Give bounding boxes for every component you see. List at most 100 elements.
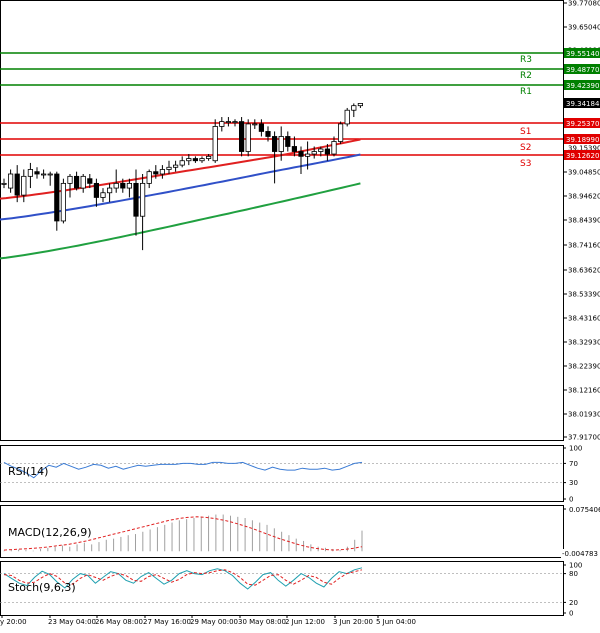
price-tick-label: 37.91700 <box>568 434 600 442</box>
stoch-tick-label: 100 <box>569 562 582 570</box>
candle-body <box>27 169 34 177</box>
stoch-signal-line <box>3 569 363 586</box>
candle-body <box>219 121 225 127</box>
rsi-line <box>3 461 363 479</box>
moving-average-3 <box>0 182 361 260</box>
rsi-tick-label: 100 <box>569 445 582 453</box>
candle-body <box>337 123 344 142</box>
candle-body <box>225 121 231 123</box>
candle-body <box>298 151 304 157</box>
candle-body <box>87 178 93 184</box>
x-tick-label: 3 Jun 20:00 <box>333 618 373 626</box>
rsi-title: RSI(14) <box>8 465 48 478</box>
stoch-title: Stoch(9,6,3) <box>8 581 76 594</box>
level-label-bg <box>564 80 600 90</box>
candle-body <box>93 182 99 198</box>
candle-body <box>172 164 179 168</box>
rsi-tick-label: 30 <box>569 479 578 487</box>
candle-body <box>166 166 172 170</box>
rsi-tick-label: 0 <box>569 496 573 504</box>
candle-body <box>285 136 291 147</box>
x-tick-label: 2 Jun 12:00 <box>285 618 325 626</box>
candle-body <box>80 175 86 189</box>
candle-body <box>357 103 364 107</box>
candle-body <box>205 155 212 159</box>
candle-body <box>311 151 317 155</box>
x-tick-label: y 20:00 <box>0 618 27 626</box>
indicator-frame-1 <box>0 445 564 502</box>
macd-tick-label: -0.004783 <box>562 550 598 558</box>
candle-body <box>146 171 152 184</box>
candle-body <box>252 123 258 126</box>
current-price-bg <box>564 98 600 108</box>
candle-body <box>47 173 53 176</box>
candle-body <box>139 182 146 217</box>
candle-body <box>271 136 278 152</box>
candle-body <box>153 171 159 175</box>
candle-body <box>107 187 113 194</box>
price-tick-label: 38.53390 <box>568 291 600 299</box>
price-tick-label: 38.74160 <box>568 242 600 250</box>
macd-title: MACD(12,26,9) <box>8 526 92 539</box>
candle-body <box>133 182 139 217</box>
candle-body <box>199 158 205 162</box>
indicator-frame-3 <box>0 561 564 616</box>
candle-body <box>14 173 20 196</box>
price-tick-label: 38.12160 <box>568 387 600 395</box>
candle-body <box>67 175 73 184</box>
macd-tick-bg <box>561 549 597 558</box>
price-tick-label: 38.84390 <box>568 217 600 225</box>
candle-body <box>34 171 40 175</box>
candle-body <box>232 121 238 123</box>
price-tick-label: 39.65040 <box>568 24 600 32</box>
price-tick-label: 39.15390 <box>568 145 600 153</box>
candle-body <box>324 148 331 155</box>
candle-body <box>113 182 119 189</box>
level-name-s3: S3 <box>520 159 531 169</box>
moving-average-2 <box>0 153 361 221</box>
candle-body <box>120 182 126 189</box>
candle-body <box>179 160 185 166</box>
candle-body <box>7 173 14 189</box>
price-tick-label: 38.22390 <box>568 363 600 371</box>
candle-body <box>278 136 284 152</box>
x-tick-label: 27 May 16:00 <box>143 618 191 626</box>
candle-body <box>304 153 311 157</box>
level-label: 39.18990 <box>566 136 599 144</box>
level-label-bg <box>564 118 600 128</box>
stoch-main-line <box>3 567 363 590</box>
level-label: 39.42390 <box>566 82 599 90</box>
level-name-r1: R1 <box>520 87 532 97</box>
candle-body <box>60 182 67 222</box>
level-name-s2: S2 <box>520 143 531 153</box>
x-tick-label: 26 May 08:00 <box>95 618 143 626</box>
candle-body <box>258 123 265 132</box>
level-label: 39.55140 <box>566 50 599 58</box>
price-tick-label: 39.77080 <box>568 0 600 8</box>
price-tick-label: 38.94620 <box>568 193 600 201</box>
level-label-bg <box>564 150 600 160</box>
candle-body <box>245 123 251 152</box>
candle-body <box>344 109 350 125</box>
level-label: 39.48770 <box>566 66 599 74</box>
level-label-bg <box>564 64 600 74</box>
candle-body <box>159 169 165 175</box>
level-name-r2: R2 <box>520 71 532 81</box>
macd-signal-line <box>3 516 363 551</box>
candle-body <box>291 146 298 152</box>
x-tick-label: 5 Jun 04:00 <box>376 618 416 626</box>
candle-body <box>186 158 192 162</box>
x-tick-label: 29 May 00:00 <box>190 618 238 626</box>
candle-body <box>1 182 7 185</box>
stoch-tick-label: 80 <box>569 570 578 578</box>
stoch-tick-label: 20 <box>569 599 578 607</box>
candle-body <box>54 173 60 222</box>
stoch-tick-label: 0 <box>569 610 573 618</box>
candle-body <box>331 141 337 155</box>
x-tick-label: 30 May 08:00 <box>238 618 286 626</box>
level-name-r3: R3 <box>520 55 532 65</box>
price-tick-label: 38.32930 <box>568 339 600 347</box>
price-tick-label: 39.04850 <box>568 169 600 177</box>
